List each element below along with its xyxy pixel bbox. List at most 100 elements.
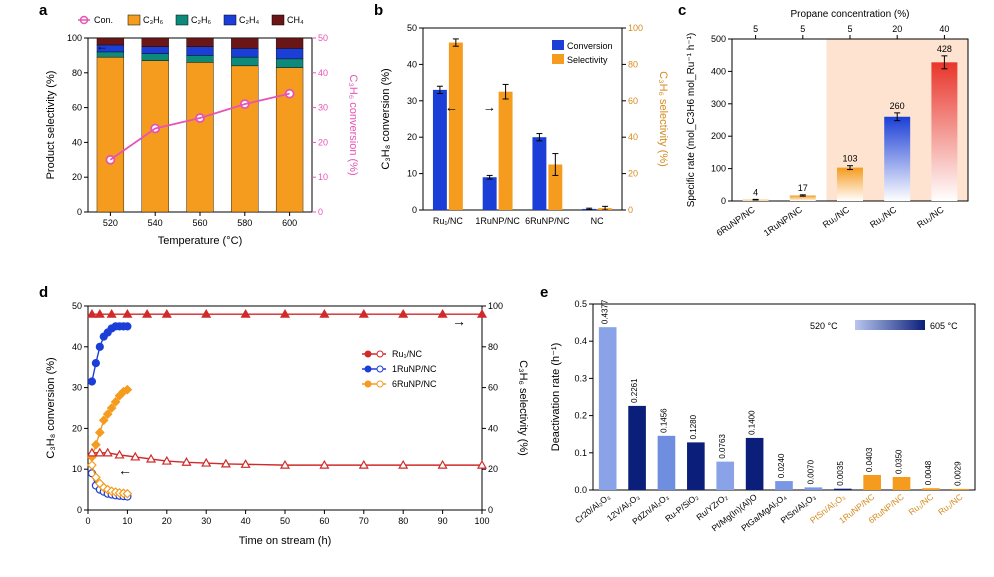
svg-text:C₃H₆ conversion (%): C₃H₆ conversion (%): [347, 74, 359, 175]
svg-text:0.1280: 0.1280: [689, 414, 698, 439]
svg-text:90: 90: [438, 516, 448, 526]
panel-a: Con.C₃H₆C₂H₆C₂H₄CH₄020406080100010203040…: [40, 10, 360, 250]
svg-text:0.0240: 0.0240: [777, 453, 786, 478]
svg-text:30: 30: [407, 96, 417, 106]
svg-text:0.0029: 0.0029: [953, 461, 962, 486]
svg-text:Time on stream (h): Time on stream (h): [239, 535, 332, 547]
svg-text:Ru₁/NC: Ru₁/NC: [915, 204, 946, 230]
svg-text:0.4377: 0.4377: [601, 299, 610, 324]
svg-text:520 °C: 520 °C: [810, 321, 838, 331]
svg-text:40: 40: [72, 137, 82, 147]
panel-e: 0.00.10.20.30.40.50.4377Cr20/Al₂O₃0.2261…: [545, 290, 985, 570]
svg-text:0.2: 0.2: [574, 411, 587, 421]
svg-text:30: 30: [201, 516, 211, 526]
svg-text:200: 200: [711, 131, 726, 141]
svg-text:Specific rate (mol_C3H6 mol_Ru: Specific rate (mol_C3H6 mol_Ru⁻¹ h⁻¹): [686, 33, 697, 208]
svg-text:10: 10: [72, 464, 82, 474]
svg-text:0.4: 0.4: [574, 336, 587, 346]
svg-text:80: 80: [628, 59, 638, 69]
svg-text:20: 20: [72, 172, 82, 182]
svg-text:0.1456: 0.1456: [659, 408, 668, 433]
svg-text:100: 100: [711, 164, 726, 174]
svg-text:1RuNP/NC: 1RuNP/NC: [392, 364, 437, 374]
svg-text:Product selectivity (%): Product selectivity (%): [45, 71, 57, 180]
svg-text:10: 10: [407, 169, 417, 179]
svg-text:5: 5: [847, 24, 852, 34]
svg-text:50: 50: [407, 23, 417, 33]
svg-text:400: 400: [711, 66, 726, 76]
svg-text:0.0403: 0.0403: [865, 447, 874, 472]
svg-text:Conversion: Conversion: [567, 41, 613, 51]
svg-text:0.0070: 0.0070: [806, 459, 815, 484]
svg-text:Cr20/Al₂O₃: Cr20/Al₂O₃: [573, 492, 612, 526]
svg-text:60: 60: [319, 516, 329, 526]
svg-text:20: 20: [72, 423, 82, 433]
svg-text:→: →: [452, 313, 466, 329]
svg-text:540: 540: [148, 218, 163, 228]
svg-text:Ru-P/SiO₂: Ru-P/SiO₂: [663, 492, 700, 524]
svg-text:560: 560: [192, 218, 207, 228]
svg-text:0.0763: 0.0763: [718, 434, 727, 459]
svg-text:0: 0: [488, 505, 493, 515]
svg-text:0.1: 0.1: [574, 448, 587, 458]
panel-b: 01020304050020406080100Ru₁/NC1RuNP/NC6Ru…: [375, 10, 670, 250]
svg-text:103: 103: [842, 154, 857, 164]
svg-text:6RuNP/NC: 6RuNP/NC: [392, 379, 437, 389]
svg-text:70: 70: [359, 516, 369, 526]
panel-c: 01002003004005005552040Propane concentra…: [680, 5, 980, 255]
svg-text:500: 500: [711, 34, 726, 44]
svg-text:0.0048: 0.0048: [924, 460, 933, 485]
svg-text:30: 30: [72, 383, 82, 393]
svg-text:0: 0: [85, 516, 90, 526]
svg-text:520: 520: [103, 218, 118, 228]
svg-text:0: 0: [628, 205, 633, 215]
svg-text:600: 600: [282, 218, 297, 228]
svg-text:20: 20: [488, 464, 498, 474]
svg-text:50: 50: [318, 33, 328, 43]
figure-root: a b c d e Con.C₃H₆C₂H₆C₂H₄CH₄02040608010…: [0, 0, 994, 577]
svg-text:40: 40: [628, 132, 638, 142]
svg-text:0.1400: 0.1400: [748, 410, 757, 435]
svg-text:0.0350: 0.0350: [895, 449, 904, 474]
svg-text:10: 10: [122, 516, 132, 526]
svg-text:20: 20: [407, 132, 417, 142]
svg-text:6RuNP/NC: 6RuNP/NC: [715, 204, 758, 238]
svg-text:Ru₁/NC: Ru₁/NC: [433, 216, 464, 226]
svg-text:Con.: Con.: [94, 15, 113, 25]
svg-text:←: ←: [445, 100, 458, 115]
svg-text:60: 60: [488, 383, 498, 393]
svg-text:20: 20: [892, 24, 902, 34]
svg-text:Ru₁/NC: Ru₁/NC: [868, 204, 899, 230]
svg-text:0.5: 0.5: [574, 299, 587, 309]
svg-text:20: 20: [162, 516, 172, 526]
svg-text:0.0035: 0.0035: [836, 461, 845, 486]
svg-text:Deactivation rate (h⁻¹): Deactivation rate (h⁻¹): [550, 343, 562, 452]
svg-text:Propane concentration (%): Propane concentration (%): [791, 9, 910, 20]
svg-text:Selectivity: Selectivity: [567, 55, 608, 65]
svg-text:C₃H₆: C₃H₆: [143, 15, 164, 25]
svg-text:80: 80: [72, 68, 82, 78]
svg-text:→: →: [483, 100, 496, 115]
svg-text:Temperature (°C): Temperature (°C): [158, 235, 242, 247]
svg-text:10: 10: [318, 172, 328, 182]
svg-text:C₃H₈ conversion (%): C₃H₈ conversion (%): [45, 357, 57, 458]
svg-text:C₃H₆ selectivity (%): C₃H₆ selectivity (%): [657, 71, 669, 167]
svg-text:60: 60: [628, 96, 638, 106]
svg-text:CH₄: CH₄: [287, 15, 304, 25]
svg-text:Ru₁/NC: Ru₁/NC: [907, 492, 936, 517]
svg-text:428: 428: [937, 44, 952, 54]
svg-text:Ru₁/NC: Ru₁/NC: [821, 204, 852, 230]
svg-text:4: 4: [753, 187, 758, 197]
svg-text:605 °C: 605 °C: [930, 321, 958, 331]
svg-text:50: 50: [72, 301, 82, 311]
svg-text:50: 50: [280, 516, 290, 526]
svg-text:17: 17: [798, 183, 808, 193]
svg-text:1RuNP/NC: 1RuNP/NC: [475, 216, 520, 226]
panel-d: 0102030405002040608010001020304050607080…: [40, 290, 530, 550]
svg-text:20: 20: [628, 169, 638, 179]
svg-text:100: 100: [488, 301, 503, 311]
svg-text:0.0: 0.0: [574, 485, 587, 495]
svg-text:0: 0: [412, 205, 417, 215]
svg-text:C₂H₆: C₂H₆: [191, 15, 211, 25]
svg-text:←: ←: [96, 39, 108, 53]
